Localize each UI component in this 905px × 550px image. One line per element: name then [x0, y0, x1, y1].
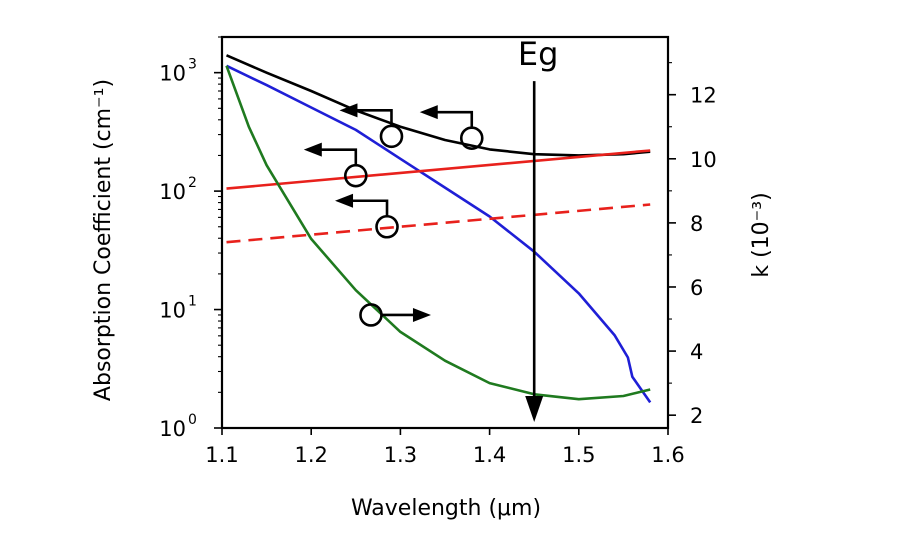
x-tick-label: 1.4 — [473, 443, 506, 467]
axis-indicator-2 — [339, 103, 404, 149]
left-tick-exponent: 2 — [188, 175, 197, 191]
x-tick-label: 1.2 — [294, 443, 327, 467]
left-axis-title: Absorption Coefficient (cm⁻¹) — [91, 79, 116, 401]
indicator-arrowhead — [419, 105, 438, 120]
indicator-arrow-shaft — [347, 199, 389, 217]
indicator-arrowhead — [412, 307, 431, 322]
eg-label: Eg — [518, 35, 559, 73]
indicator-arrow-shaft — [315, 148, 358, 166]
right-tick-label: 12 — [690, 84, 717, 108]
left-tick-exponent: 0 — [188, 412, 197, 428]
series-line-2 — [225, 64, 652, 404]
right-axis-title: k (10⁻³) — [749, 192, 774, 277]
eg-arrowhead — [525, 396, 544, 422]
right-tick-label: 6 — [690, 276, 703, 300]
axis-indicator-4 — [335, 193, 399, 239]
x-axis-title: Wavelength (μm) — [351, 496, 541, 521]
series-layer — [225, 54, 652, 404]
series-line-3 — [226, 149, 651, 190]
left-tick-label: 10 — [159, 417, 186, 441]
series-line-1 — [225, 54, 651, 157]
annotation-layer: Eg — [518, 35, 559, 422]
indicator-arrowhead — [335, 193, 354, 208]
left-tick-exponent: 3 — [188, 57, 197, 73]
indicator-arrow-shaft — [351, 109, 393, 126]
series-line-4 — [226, 203, 651, 244]
x-tick-label: 1.1 — [205, 443, 238, 467]
axis-indicator-5 — [359, 303, 431, 327]
indicator-circle — [379, 124, 404, 149]
axis-indicator-3 — [303, 142, 368, 188]
left-tick-label: 10 — [159, 62, 186, 86]
plot-frame — [220, 35, 670, 430]
left-tick-label: 10 — [159, 299, 186, 323]
right-tick-label: 4 — [690, 340, 703, 364]
indicator-arrowhead — [303, 142, 322, 157]
x-tick-label: 1.6 — [651, 443, 684, 467]
indicator-arrow-shaft — [431, 110, 474, 128]
indicator-circle — [359, 303, 383, 327]
indicator-circle — [459, 126, 484, 150]
left-tick-exponent: 1 — [188, 294, 197, 310]
x-tick-label: 1.3 — [384, 443, 417, 467]
right-tick-label: 10 — [690, 148, 717, 172]
series-line-5 — [225, 65, 651, 401]
x-tick-label: 1.5 — [562, 443, 595, 467]
axis-indicator-1 — [419, 105, 484, 150]
right-tick-label: 8 — [690, 212, 703, 236]
marker-layer — [303, 103, 484, 327]
left-tick-label: 10 — [159, 180, 186, 204]
indicator-arrowhead — [339, 103, 358, 118]
right-tick-label: 2 — [690, 404, 703, 428]
